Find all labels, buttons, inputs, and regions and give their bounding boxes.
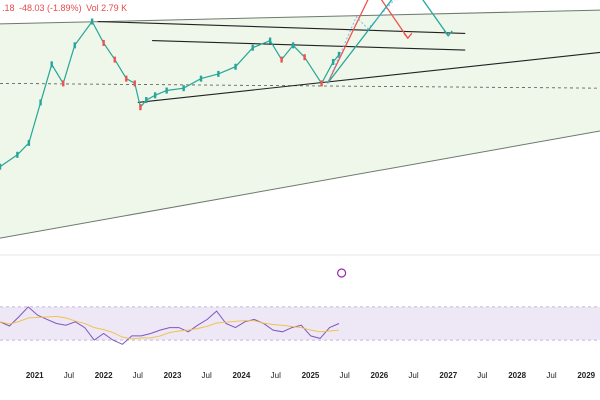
- x-tick-label: Jul: [64, 371, 74, 380]
- channel-fill: [0, 10, 600, 239]
- price-candle: [90, 18, 94, 25]
- price-candle: [0, 163, 2, 170]
- price-candle: [145, 97, 148, 104]
- price-candle: [331, 58, 335, 65]
- price-candle: [73, 42, 76, 49]
- price-candle: [280, 56, 283, 63]
- volume-label: Vol 2.79 K: [86, 3, 128, 13]
- projection-arrow-teal: [443, 30, 453, 37]
- price-candle: [62, 80, 65, 87]
- chart-header: .18 -48.03 (-1.89%) Vol 2.79 K: [2, 3, 129, 13]
- price-change: -48.03 (-1.89%): [19, 3, 82, 13]
- rsi-line: [0, 306, 340, 345]
- rsi-ma-line: [0, 315, 340, 340]
- price-candle: [113, 56, 116, 63]
- price-candle: [133, 80, 136, 87]
- price-candle: [182, 85, 185, 92]
- price-candle: [153, 92, 157, 99]
- price-line: [0, 20, 340, 168]
- rsi-panel: [0, 306, 600, 345]
- x-tick-label: 2021: [26, 371, 44, 380]
- x-tick-label: 2026: [370, 371, 388, 380]
- trend-line-upper_wedge: [152, 40, 466, 51]
- marker-circle-icon: [337, 268, 347, 278]
- price-candle: [39, 99, 42, 106]
- x-tick-label: 2025: [302, 371, 320, 380]
- x-tick-label: 2029: [577, 371, 595, 380]
- price-candle: [125, 75, 128, 82]
- time-axis: 2021 Jul 2022 Jul 2023 Jul 2024 Jul 2025 Jul 2026 J…: [26, 371, 596, 380]
- projection-dashed-path: [327, 0, 395, 84]
- price-candle: [199, 75, 203, 82]
- price-candle: [234, 63, 237, 70]
- price-candle: [217, 70, 220, 77]
- x-tick-label: 2027: [439, 371, 457, 380]
- rsi-band: [0, 306, 600, 341]
- price-candle: [27, 139, 31, 146]
- price-candle: [320, 80, 323, 87]
- price-candle: [337, 51, 341, 58]
- x-tick-label: 2028: [508, 371, 526, 380]
- price-candle: [291, 42, 295, 49]
- projection-red: [326, 0, 409, 84]
- price-candle: [50, 61, 53, 68]
- x-tick-label: Jul: [271, 371, 281, 380]
- x-tick-label: 2024: [232, 371, 250, 380]
- price-candle: [268, 37, 272, 44]
- projection-teal: [326, 0, 449, 84]
- projection-arrow-red: [403, 32, 413, 40]
- trend-line-support: [137, 51, 600, 103]
- x-tick-label: Jul: [477, 371, 487, 380]
- price-candle: [165, 87, 168, 94]
- x-tick-label: 2022: [95, 371, 113, 380]
- price-candle: [102, 39, 105, 46]
- x-tick-label: Jul: [340, 371, 350, 380]
- channel-mid-dashed-line: [0, 83, 600, 89]
- price-fragment: .18: [2, 3, 15, 13]
- price-candle: [303, 54, 306, 61]
- price-candle: [139, 104, 142, 111]
- price-candle: [251, 44, 254, 51]
- price-panel: [0, 0, 600, 278]
- x-tick-label: Jul: [546, 371, 556, 380]
- channel-lower-line: [0, 130, 600, 239]
- x-tick-label: Jul: [202, 371, 212, 380]
- x-tick-label: Jul: [408, 371, 418, 380]
- x-tick-label: Jul: [133, 371, 143, 380]
- price-candle: [16, 151, 19, 158]
- x-tick-label: 2023: [164, 371, 182, 380]
